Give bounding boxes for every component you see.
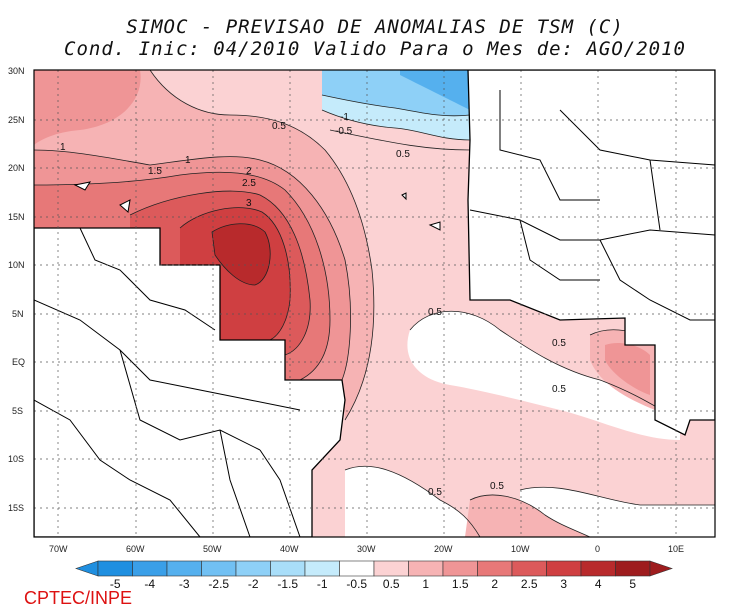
contour-label: 0.5 <box>552 384 566 395</box>
map-title-line2: Cond. Inic: 04/2010 Valido Para o Mes de… <box>64 38 686 60</box>
anomaly-neutral-region-southeast <box>520 487 715 537</box>
south-america-land <box>34 227 346 537</box>
colorbar-label: 1.5 <box>452 577 469 591</box>
lon-label: 10W <box>511 544 530 554</box>
contour-label-group: 1 1.5 1 0.5 2 2.5 3 -1 -0.5 0.5 0.5 0.5 … <box>60 112 566 498</box>
colorbar-label: -1.5 <box>277 577 298 591</box>
map-title-line1: SIMOC - PREVISAO DE ANOMALIAS DE TSM (C) <box>126 16 624 38</box>
colorbar-label: 4 <box>595 577 602 591</box>
lat-label: 10S <box>8 454 24 464</box>
contour-label: 1 <box>185 155 191 166</box>
lon-label: 20W <box>434 544 453 554</box>
lat-label: EQ <box>12 357 25 367</box>
colorbar-swatch <box>511 560 547 577</box>
contour-label: -0.5 <box>335 126 353 137</box>
colorbar-swatch <box>477 560 513 577</box>
colorbar-label: 3 <box>560 577 567 591</box>
lon-label: 0 <box>595 544 600 554</box>
colorbar-swatch <box>580 560 616 577</box>
colorbar-label: -2.5 <box>208 577 229 591</box>
lon-label: 70W <box>49 544 68 554</box>
colorbar-label: 5 <box>629 577 636 591</box>
credit-label: CPTEC/INPE <box>24 588 133 608</box>
colorbar-label: -4 <box>144 577 155 591</box>
contour-label: 0.5 <box>272 121 286 132</box>
contour-label: 0.5 <box>396 149 410 160</box>
contour-label: 0.5 <box>490 481 504 492</box>
colorbar-arrow-high <box>649 560 673 577</box>
colorbar-swatch <box>408 560 444 577</box>
lat-label: 5N <box>12 309 24 319</box>
colorbar-label: 0.5 <box>383 577 400 591</box>
contour-label: 2 <box>246 166 252 177</box>
anomaly-1.5-region-west <box>34 70 141 145</box>
colorbar-label: 2.5 <box>521 577 538 591</box>
lat-label: 15N <box>8 212 25 222</box>
anomaly-neutral-region <box>407 311 680 440</box>
lat-label: 30N <box>8 66 25 76</box>
lat-label: 15S <box>8 503 24 513</box>
colorbar-swatch <box>132 560 168 577</box>
contour-label: 0.5 <box>428 307 442 318</box>
colorbar-label: -5 <box>110 577 121 591</box>
anomaly-1-region-south <box>465 495 590 537</box>
colorbar-swatch <box>270 560 306 577</box>
colorbar-label: 1 <box>422 577 429 591</box>
colorbar-swatch <box>166 560 202 577</box>
lon-label: 30W <box>357 544 376 554</box>
colorbar-arrow-low <box>75 560 99 577</box>
lon-label: 50W <box>203 544 222 554</box>
contour-label: 3 <box>246 198 252 209</box>
anomaly-4-region <box>212 223 271 285</box>
land-masses <box>34 70 715 537</box>
contour-label: 1 <box>60 142 66 153</box>
lat-label: 25N <box>8 115 25 125</box>
lat-label: 5S <box>12 406 23 416</box>
colorbar-swatch <box>373 560 409 577</box>
country-borders <box>34 90 715 537</box>
contour-label: 0.5 <box>552 338 566 349</box>
contour-label: 0.5 <box>428 487 442 498</box>
colorbar-swatch <box>546 560 582 577</box>
anomaly-1.5-region-gulf <box>605 343 650 395</box>
colorbar-swatch <box>304 560 340 577</box>
lon-label: 10E <box>668 544 684 554</box>
contour-label: 2.5 <box>242 178 256 189</box>
map-frame <box>33 69 716 538</box>
colorbar-swatch <box>339 560 375 577</box>
africa-land <box>467 70 715 436</box>
anomaly-neutral-region-south <box>345 466 480 537</box>
colorbar-label: -3 <box>179 577 190 591</box>
colorbar-swatch <box>442 560 478 577</box>
latitude-axis: 30N 25N 20N 15N 10N 5N EQ 5S 10S 15S <box>8 66 25 513</box>
contour-label: 1.5 <box>148 166 162 177</box>
contour-label: -1 <box>340 112 349 123</box>
colorbar-swatch <box>97 560 133 577</box>
colorbar-swatch <box>235 560 271 577</box>
lat-label: 20N <box>8 163 25 173</box>
colorbar-swatch <box>615 560 651 577</box>
lon-label: 60W <box>126 544 145 554</box>
colorbar: -5 -4 -3 -2.5 -2 -1.5 -1 -0.5 0.5 1 1.5 2 2.5 3 4 5 <box>75 560 673 591</box>
longitude-axis: 70W 60W 50W 40W 30W 20W 10W 0 10E <box>49 544 684 554</box>
islands <box>73 181 441 231</box>
lon-label: 40W <box>280 544 299 554</box>
anomaly-neg-1.5-region <box>400 70 470 110</box>
colorbar-label: 2 <box>491 577 498 591</box>
colorbar-label: -0.5 <box>346 577 367 591</box>
lat-label: 10N <box>8 260 25 270</box>
colorbar-swatch <box>201 560 237 577</box>
colorbar-label: -2 <box>248 577 259 591</box>
colorbar-label: -1 <box>317 577 328 591</box>
